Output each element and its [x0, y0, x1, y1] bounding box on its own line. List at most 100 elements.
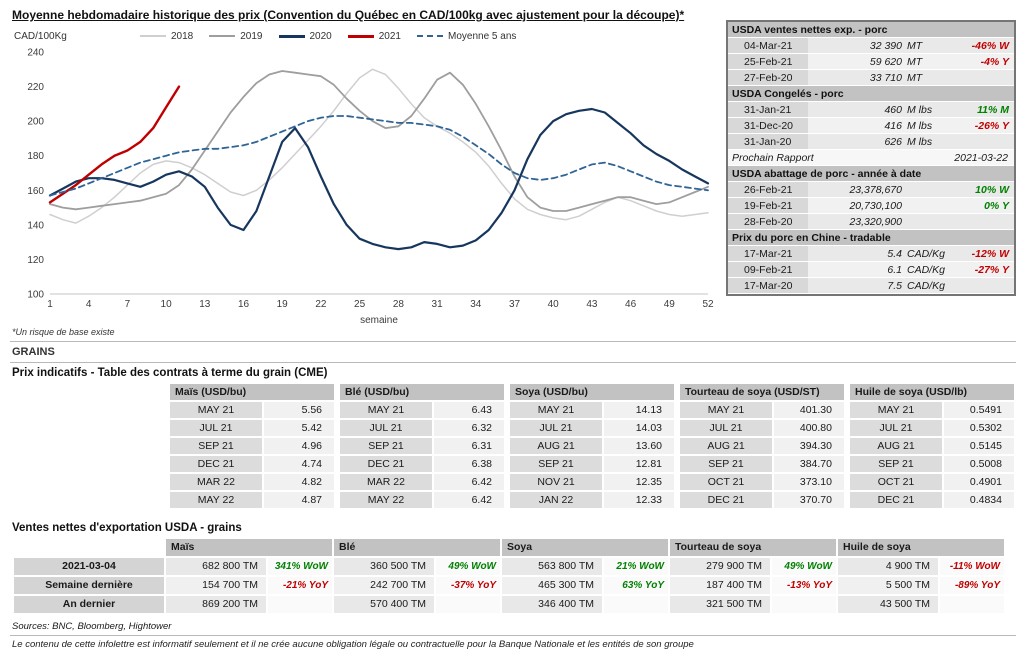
futures-contract-month: OCT 21 — [850, 474, 942, 490]
futures-contract-month: JUL 21 — [680, 420, 772, 436]
legend-line-swatch-2018 — [140, 35, 166, 37]
futures-contract-month: NOV 21 — [510, 474, 602, 490]
usda-row-change: 0% Y — [984, 200, 1009, 212]
export-row-label: An dernier — [14, 596, 164, 613]
x-axis-tick-label: 19 — [277, 299, 289, 310]
legend-item-2020: 2020 — [278, 31, 332, 42]
legend-item-moyenne-5-ans: Moyenne 5 ans — [417, 31, 516, 42]
usda-row-value: 32 390 — [869, 40, 902, 52]
y-axis-title: CAD/100Kg — [14, 30, 67, 42]
futures-contract-price: 12.35 — [604, 474, 674, 490]
series-line-2019 — [49, 70, 709, 212]
x-axis-title: semaine — [360, 315, 398, 326]
futures-contract-month: OCT 21 — [680, 474, 772, 490]
usda-row-date: 26-Feb-21 — [728, 182, 808, 197]
x-axis-tick-label: 10 — [161, 299, 173, 310]
export-change — [940, 596, 1004, 613]
usda-data-row: 09-Feb-21 6.1 CAD/Kg -27% Y — [728, 262, 1014, 278]
usda-row-change: -26% Y — [974, 120, 1009, 132]
usda-row-value: 6.1 — [887, 264, 902, 276]
usda-row-date: 31-Jan-21 — [728, 102, 808, 117]
usda-row-unit: CAD/Kg — [907, 280, 945, 292]
usda-row-unit — [902, 214, 952, 229]
disclaimer-line: Le contenu de cette infolettre est infor… — [12, 639, 694, 650]
export-value: 682 800 TM — [166, 558, 266, 575]
export-change — [268, 596, 332, 613]
futures-contract-month: DEC 21 — [680, 492, 772, 508]
usda-row-value: 460 — [884, 104, 902, 116]
futures-contract-month: JAN 22 — [510, 492, 602, 508]
futures-contract-price: 0.5302 — [944, 420, 1014, 436]
usda-section-header: USDA abattage de porc - année à date — [728, 166, 1014, 182]
usda-section-header: USDA Congelés - porc — [728, 86, 1014, 102]
usda-data-row: 17-Mar-21 5.4 CAD/Kg -12% W — [728, 246, 1014, 262]
export-header-spacer — [14, 539, 164, 556]
x-axis-tick-label: 25 — [354, 299, 366, 310]
usda-pork-panel: USDA ventes nettes exp. - porc 04-Mar-21 3… — [726, 20, 1016, 296]
futures-group-header: Soya (USD/bu) — [510, 384, 674, 400]
usda-row-value: 23,378,670 — [849, 184, 902, 196]
usda-row-change — [952, 278, 1014, 293]
usda-row-date: 25-Feb-21 — [728, 54, 808, 69]
futures-contract-month: JUL 21 — [170, 420, 262, 436]
usda-row-unit: MT — [907, 72, 923, 84]
futures-contract-month: MAY 21 — [680, 402, 772, 418]
export-row-label: Semaine dernière — [14, 577, 164, 594]
legend-item-2021: 2021 — [347, 31, 401, 42]
futures-group: Tourteau de soya (USD/ST) MAY 21 401.30 JUL… — [680, 384, 844, 508]
series-line-2018 — [49, 68, 709, 224]
export-change: -21% YoY — [268, 577, 332, 594]
export-change: -11% WoW — [940, 558, 1004, 575]
x-axis-tick-label: 43 — [586, 299, 598, 310]
legend-label-moyenne-5-ans: Moyenne 5 ans — [448, 30, 517, 42]
usda-row-unit: CAD/Kg — [907, 248, 945, 260]
usda-data-row: 04-Mar-21 32 390 MT -46% W — [728, 38, 1014, 54]
export-change: 49% WoW — [772, 558, 836, 575]
futures-contract-month: MAY 21 — [170, 402, 262, 418]
export-change: -13% YoY — [772, 577, 836, 594]
chart-column: Moyenne hebdomadaire historique des prix… — [10, 6, 722, 337]
legend-item-2019: 2019 — [209, 31, 263, 42]
futures-contract-price: 394.30 — [774, 438, 844, 454]
futures-contract-price: 4.82 — [264, 474, 334, 490]
futures-contract-price: 13.60 — [604, 438, 674, 454]
usda-row-unit — [902, 198, 952, 213]
futures-contract-price: 5.56 — [264, 402, 334, 418]
legend-line-swatch-2021 — [347, 34, 374, 38]
usda-data-row: 19-Feb-21 20,730,100 0% Y — [728, 198, 1014, 214]
export-value: 43 500 TM — [838, 596, 938, 613]
futures-contract-price: 0.4901 — [944, 474, 1014, 490]
futures-contract-price: 4.96 — [264, 438, 334, 454]
legend-line-swatch-2019 — [209, 35, 236, 37]
usda-row-unit: MT — [907, 56, 923, 68]
export-column-header: Maïs — [166, 539, 332, 556]
export-column-header: Huile de soya — [838, 539, 1004, 556]
futures-contract-month: MAY 21 — [850, 402, 942, 418]
export-value: 360 500 TM — [334, 558, 434, 575]
export-change: 21% WoW — [604, 558, 668, 575]
usda-row-change: 11% M — [977, 104, 1009, 116]
usda-section-header: Prix du porc en Chine - tradable — [728, 230, 1014, 246]
futures-group-header: Maïs (USD/bu) — [170, 384, 334, 400]
futures-contract-price: 4.87 — [264, 492, 334, 508]
export-sales-table: Maïs Blé Soya Tourteau de soya Huile de soya… — [14, 539, 1016, 613]
usda-row-date: 31-Dec-20 — [728, 118, 808, 133]
chart-footnote: *Un risque de base existe — [12, 327, 115, 337]
y-axis-tick-label: 160 — [27, 186, 44, 197]
x-axis-tick-label: 16 — [238, 299, 250, 310]
usda-row-date: 19-Feb-21 — [728, 198, 808, 213]
grains-section-label: GRAINS — [12, 346, 55, 358]
futures-contract-month: MAY 21 — [510, 402, 602, 418]
futures-group-header: Huile de soya (USD/lb) — [850, 384, 1014, 400]
export-table-title: Ventes nettes d'exportation USDA - grain… — [12, 522, 242, 534]
futures-contract-price: 0.4834 — [944, 492, 1014, 508]
usda-row-value: 23,320,900 — [849, 216, 902, 228]
x-axis-tick-label: 28 — [393, 299, 405, 310]
legend-label-2018: 2018 — [171, 30, 194, 42]
export-change: 49% WoW — [436, 558, 500, 575]
export-value: 154 700 TM — [166, 577, 266, 594]
futures-contract-price: 0.5145 — [944, 438, 1014, 454]
futures-contract-price: 6.42 — [434, 492, 504, 508]
y-axis-tick-label: 240 — [27, 48, 44, 59]
futures-contract-price: 12.81 — [604, 456, 674, 472]
